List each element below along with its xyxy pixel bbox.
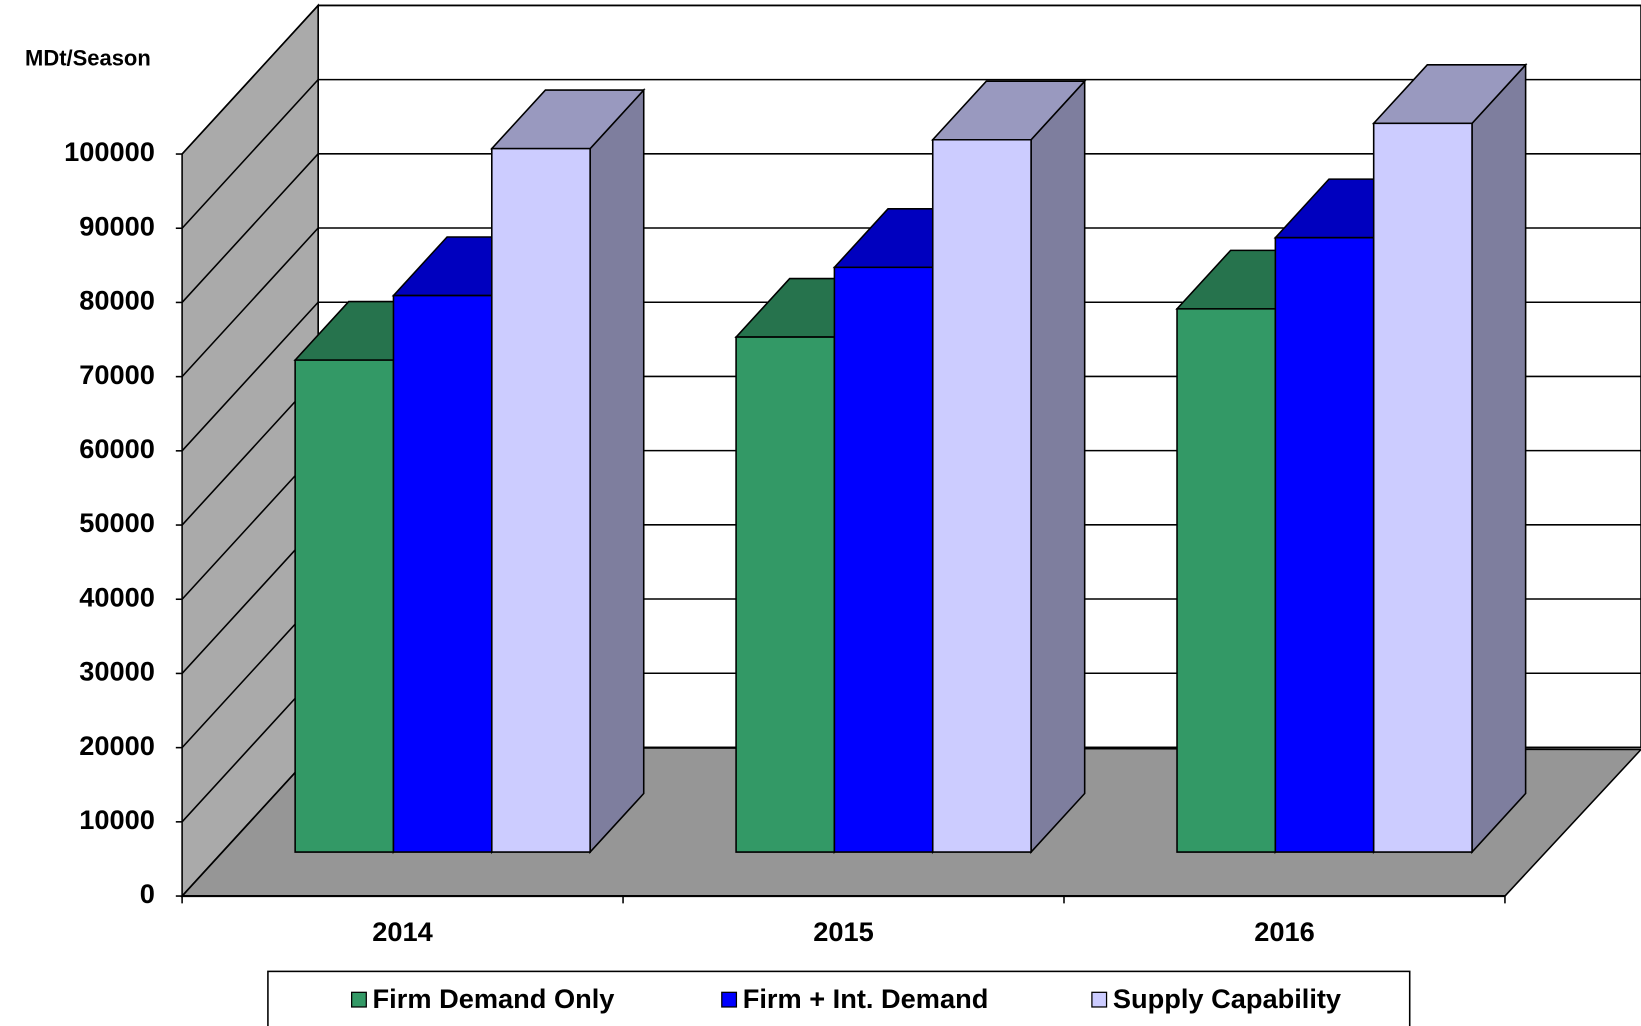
bar-front xyxy=(1176,308,1277,853)
x-tick-label: 2014 xyxy=(372,916,433,947)
grid-line xyxy=(181,153,319,303)
y-tick-label: 100000 xyxy=(64,136,155,167)
y-tick-label: 10000 xyxy=(79,804,155,835)
bar-front xyxy=(931,138,1032,853)
bar xyxy=(930,79,1087,855)
legend-label: Supply Capability xyxy=(1113,983,1341,1014)
grid-line xyxy=(181,79,319,229)
y-tick-label: 60000 xyxy=(79,433,155,464)
y-tick-label: 0 xyxy=(140,878,155,909)
y-tick-label: 40000 xyxy=(79,581,155,612)
grid-line xyxy=(181,4,319,155)
y-axis-label: MDt/Season xyxy=(25,46,151,71)
bar-side xyxy=(1030,79,1086,855)
x-tick-label: 2015 xyxy=(813,916,874,947)
y-tick-label: 90000 xyxy=(79,210,155,241)
bar xyxy=(490,88,646,855)
bar-side xyxy=(1471,62,1527,855)
legend-swatch xyxy=(721,991,738,1008)
legend-box xyxy=(267,970,1411,1026)
bar-front xyxy=(491,147,591,853)
legend-swatch xyxy=(351,991,367,1008)
bar-front xyxy=(833,266,934,853)
bar-side xyxy=(589,88,645,855)
legend-swatch xyxy=(1091,991,1108,1008)
x-tick-label: 2016 xyxy=(1254,916,1315,947)
y-tick-label: 50000 xyxy=(79,507,155,538)
y-tick-label: 20000 xyxy=(79,730,155,761)
bar-front xyxy=(392,294,493,853)
bar xyxy=(1371,62,1528,855)
bar-front xyxy=(735,336,836,853)
bar-front xyxy=(1372,122,1473,853)
y-tick-label: 30000 xyxy=(79,656,155,687)
bar-front xyxy=(1274,236,1375,853)
legend-label: Firm + Int. Demand xyxy=(743,983,989,1014)
grid-line xyxy=(181,301,319,452)
bar-front xyxy=(294,359,395,853)
y-tick-label: 70000 xyxy=(79,359,155,390)
legend-label: Firm Demand Only xyxy=(373,983,615,1014)
grid-line xyxy=(181,227,319,378)
y-tick-label: 80000 xyxy=(79,285,155,316)
